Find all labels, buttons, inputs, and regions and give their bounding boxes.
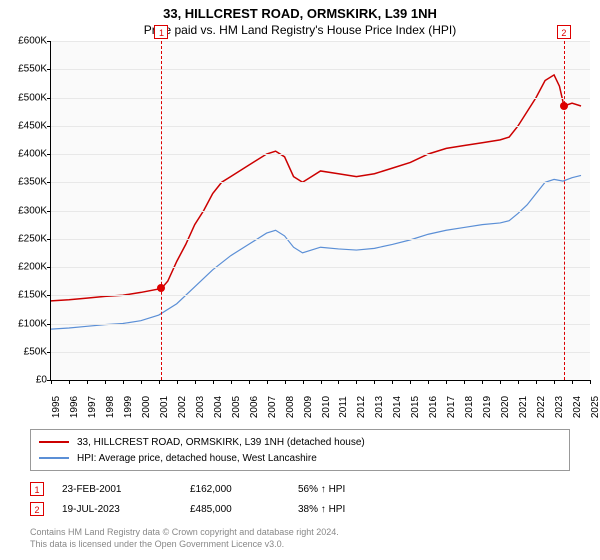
marker-badge: 2: [557, 25, 571, 39]
marker-dot: [560, 102, 568, 110]
x-tick-label: 2022: [536, 396, 547, 418]
event-badge: 1: [30, 482, 44, 496]
x-tick-label: 2024: [572, 396, 583, 418]
x-tick-label: 2004: [213, 396, 224, 418]
y-tick-label: £200K: [3, 262, 47, 273]
x-tick-label: 2014: [392, 396, 403, 418]
x-tick-label: 2007: [267, 396, 278, 418]
x-tick-label: 2008: [285, 396, 296, 418]
x-tick-label: 2023: [554, 396, 565, 418]
x-tick-label: 2005: [231, 396, 242, 418]
y-tick-label: £350K: [3, 177, 47, 188]
footnote-line: Contains HM Land Registry data © Crown c…: [30, 527, 570, 539]
x-tick-label: 2019: [482, 396, 493, 418]
x-tick-label: 1995: [51, 396, 62, 418]
event-price: £162,000: [190, 484, 280, 495]
x-tick-label: 2013: [374, 396, 385, 418]
x-tick-label: 2015: [410, 396, 421, 418]
y-tick-label: £150K: [3, 290, 47, 301]
x-tick-label: 2016: [428, 396, 439, 418]
x-tick-label: 2012: [356, 396, 367, 418]
marker-line: [161, 41, 162, 380]
y-tick-label: £600K: [3, 36, 47, 47]
x-tick-label: 1997: [87, 396, 98, 418]
y-tick-label: £50K: [3, 346, 47, 357]
y-tick-label: £100K: [3, 318, 47, 329]
x-tick-label: 2002: [177, 396, 188, 418]
x-tick-label: 2021: [518, 396, 529, 418]
event-date: 19-JUL-2023: [62, 504, 172, 515]
legend-swatch: [39, 441, 69, 443]
chart-subtitle: Price paid vs. HM Land Registry's House …: [0, 21, 600, 41]
marker-dot: [157, 284, 165, 292]
chart-title: 33, HILLCREST ROAD, ORMSKIRK, L39 1NH: [0, 0, 600, 21]
x-tick-label: 2010: [321, 396, 332, 418]
x-tick-label: 2025: [590, 396, 600, 418]
x-tick-label: 2000: [141, 396, 152, 418]
x-tick-label: 2006: [249, 396, 260, 418]
y-tick-label: £500K: [3, 92, 47, 103]
legend-item: HPI: Average price, detached house, West…: [39, 450, 561, 466]
footnote: Contains HM Land Registry data © Crown c…: [30, 527, 570, 550]
x-tick-label: 1996: [69, 396, 80, 418]
y-tick-label: £400K: [3, 149, 47, 160]
footnote-line: This data is licensed under the Open Gov…: [30, 539, 570, 551]
y-tick-label: £0: [3, 375, 47, 386]
x-tick-label: 2020: [500, 396, 511, 418]
plot-area: £0£50K£100K£150K£200K£250K£300K£350K£400…: [50, 41, 590, 381]
y-tick-label: £300K: [3, 205, 47, 216]
x-tick-label: 2017: [446, 396, 457, 418]
legend-label: HPI: Average price, detached house, West…: [77, 453, 317, 464]
legend-label: 33, HILLCREST ROAD, ORMSKIRK, L39 1NH (d…: [77, 437, 365, 448]
event-delta: 56% ↑ HPI: [298, 484, 345, 495]
x-tick-label: 1998: [105, 396, 116, 418]
x-tick-label: 2003: [195, 396, 206, 418]
x-tick-label: 2009: [303, 396, 314, 418]
marker-badge: 1: [154, 25, 168, 39]
legend-item: 33, HILLCREST ROAD, ORMSKIRK, L39 1NH (d…: [39, 434, 561, 450]
x-tick-label: 2018: [464, 396, 475, 418]
legend-swatch: [39, 457, 69, 459]
x-tick-label: 1999: [123, 396, 134, 418]
legend: 33, HILLCREST ROAD, ORMSKIRK, L39 1NH (d…: [30, 429, 570, 471]
y-tick-label: £250K: [3, 233, 47, 244]
x-tick-label: 2011: [338, 396, 349, 418]
marker-line: [564, 41, 565, 380]
y-tick-label: £450K: [3, 120, 47, 131]
chart-container: 33, HILLCREST ROAD, ORMSKIRK, L39 1NH Pr…: [0, 0, 600, 560]
event-price: £485,000: [190, 504, 280, 515]
event-row: 1 23-FEB-2001 £162,000 56% ↑ HPI: [30, 479, 570, 499]
event-date: 23-FEB-2001: [62, 484, 172, 495]
event-row: 2 19-JUL-2023 £485,000 38% ↑ HPI: [30, 499, 570, 519]
event-table: 1 23-FEB-2001 £162,000 56% ↑ HPI 2 19-JU…: [30, 479, 570, 519]
event-badge: 2: [30, 502, 44, 516]
y-tick-label: £550K: [3, 64, 47, 75]
x-tick-label: 2001: [159, 396, 170, 418]
event-delta: 38% ↑ HPI: [298, 504, 345, 515]
series-hpi: [51, 175, 581, 329]
